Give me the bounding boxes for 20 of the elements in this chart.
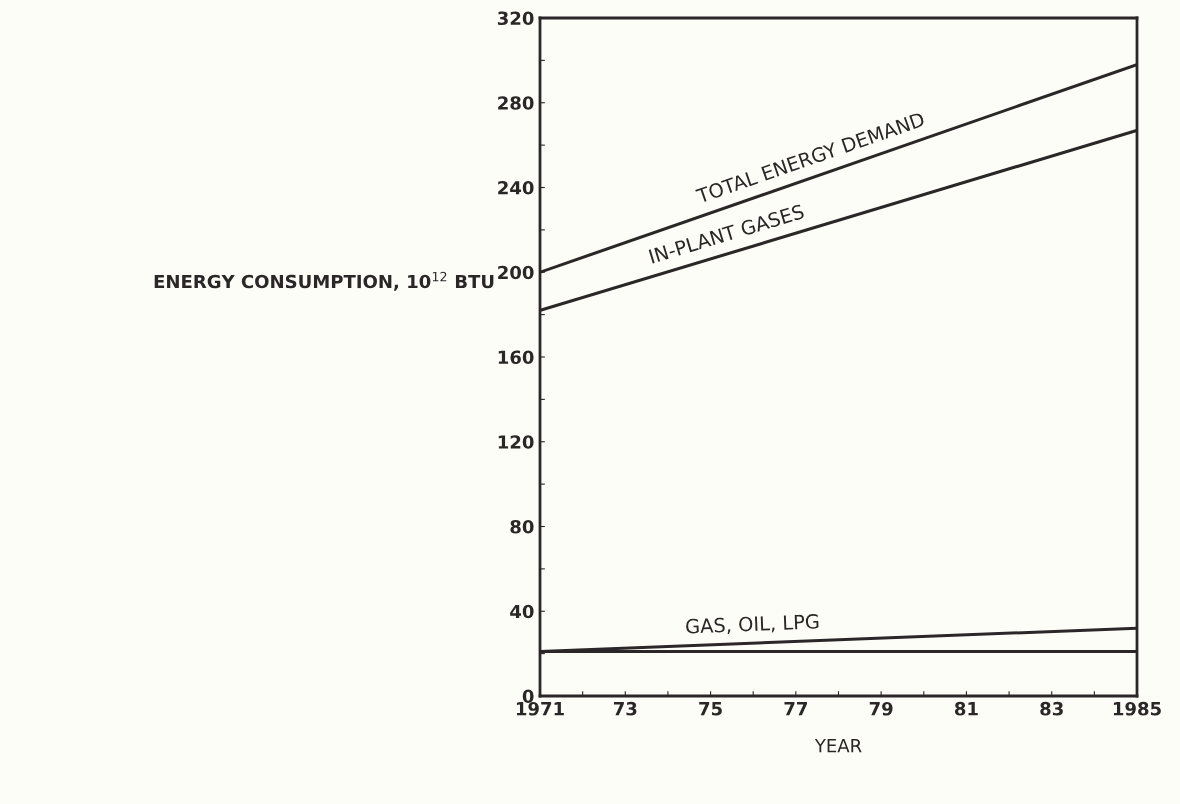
y-tick-label: 320: [497, 11, 534, 26]
y-tick-label: 200: [498, 265, 534, 280]
x-tick-label: 79: [869, 701, 893, 716]
x-tick-label: 1985: [1113, 701, 1161, 716]
x-tick-label: 81: [954, 701, 978, 716]
y-tick-label: 160: [498, 350, 534, 365]
y-tick-label: 0: [522, 689, 534, 704]
x-tick-label: 73: [613, 701, 637, 716]
x-tick-label: 83: [1040, 701, 1063, 716]
y-tick-label: 240: [498, 180, 534, 195]
y-tick-label: 40: [510, 604, 534, 619]
x-tick-label: 1971: [516, 701, 564, 716]
x-axis-title: YEAR: [814, 739, 862, 753]
y-tick-label: 120: [498, 435, 534, 449]
x-tick-label: 77: [784, 702, 807, 716]
annotation: GAS, OIL, LPG: [685, 613, 819, 636]
y-tick-label: 280: [498, 96, 534, 110]
y-tick-label: 80: [510, 519, 534, 534]
y-axis-title: ENERGY CONSUMPTION, 10$^{12}$ BTU: [154, 271, 494, 291]
x-tick-label: 75: [699, 702, 722, 716]
